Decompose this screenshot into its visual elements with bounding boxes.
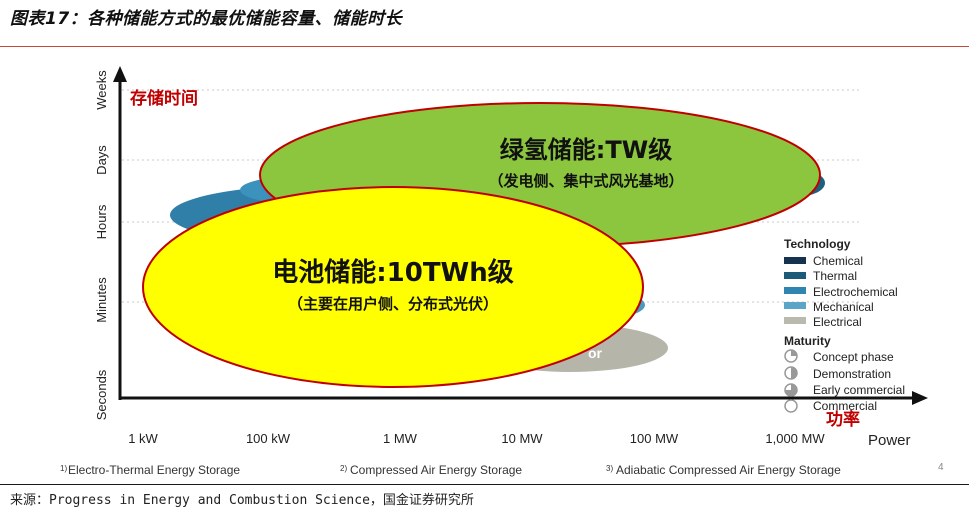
hydrogen-title: 绿氢储能:TW级 [500, 136, 672, 164]
x-tick-labels: 1 kW 100 kW 1 MW 10 MW 100 MW 1,000 MW [128, 431, 825, 446]
demonstration-icon-fill [791, 367, 797, 379]
commercial-icon [784, 399, 798, 413]
footnote-mark: 1) [60, 464, 67, 473]
legend-item-label: Early commercial [813, 383, 905, 397]
legend-item-label: Commercial [813, 399, 877, 413]
x-tick-label: 100 kW [246, 431, 291, 446]
title-divider [0, 46, 969, 47]
x-tick-label: 1,000 MW [765, 431, 825, 446]
legend-item-label: Electrical [813, 315, 862, 329]
y-tick-label: Minutes [94, 277, 109, 323]
footnote-text: Electro-Thermal Energy Storage [68, 463, 240, 477]
legend-item-label: Concept phase [813, 350, 894, 364]
footnotes: 1) Electro-Thermal Energy Storage 2) Com… [60, 462, 944, 477]
chemical-swatch [784, 257, 806, 264]
legend-item-label: Demonstration [813, 367, 891, 381]
battery-subtitle: （主要在用户侧、分布式光伏） [288, 295, 498, 313]
y-axis-title: 存储时间 [130, 88, 198, 109]
legend-item-label: Chemical [813, 254, 863, 268]
legend-maturity-items: Concept phase Demonstration Early commer… [784, 349, 905, 413]
legend-item-label: Mechanical [813, 300, 874, 314]
page-number: 4 [938, 462, 944, 473]
figure-title: 图表17：各种储能方式的最优储能容量、储能时长 [10, 9, 403, 29]
battery-title: 电池储能:10TWh级 [272, 257, 514, 288]
legend-technology-items: Chemical Thermal Electrochemical Mechani… [784, 254, 898, 329]
footnote-mark: 2) [340, 464, 347, 473]
legend: Technology Chemical Thermal Electrochemi… [784, 237, 905, 413]
electrochemical-swatch [784, 287, 806, 294]
concept-phase-icon-fill [791, 350, 797, 356]
legend-maturity-title: Maturity [784, 334, 831, 348]
battery-ellipse-shape [142, 186, 644, 388]
y-tick-label: Weeks [94, 70, 109, 110]
hydrogen-subtitle: （发电侧、集中式风光基地） [488, 172, 683, 190]
legend-item-label: Electrochemical [813, 285, 898, 299]
footnote-text: Adiabatic Compressed Air Energy Storage [616, 463, 841, 477]
footnote-mark: 3) [606, 464, 613, 473]
x-tick-label: 1 kW [128, 431, 158, 446]
y-axis-arrow [113, 66, 127, 82]
source-note: 来源：Progress in Energy and Combustion Sci… [10, 493, 474, 508]
legend-technology-title: Technology [784, 237, 851, 251]
thermal-swatch [784, 272, 806, 279]
x-tick-label: 10 MW [501, 431, 543, 446]
y-tick-label: Days [94, 145, 109, 175]
early-commercial-icon-fill [785, 384, 797, 396]
axes [113, 66, 928, 405]
legend-item-label: Thermal [813, 269, 857, 283]
x-axis-title: 功率 [826, 409, 860, 430]
y-tick-labels: Weeks Days Hours Minutes Seconds [94, 70, 109, 421]
battery-storage-ellipse: 电池储能:10TWh级 （主要在用户侧、分布式光伏） [142, 186, 644, 388]
footnote-text: Compressed Air Energy Storage [350, 463, 522, 477]
mechanical-swatch [784, 302, 806, 309]
source-divider [0, 484, 969, 485]
electrical-swatch [784, 317, 806, 324]
x-tick-label: 1 MW [383, 431, 418, 446]
y-tick-label: Hours [94, 204, 109, 239]
x-axis-power-label: Power [868, 432, 911, 449]
partial-blob-label: or [588, 345, 603, 361]
x-axis-arrow [912, 391, 928, 405]
y-tick-label: Seconds [94, 369, 109, 420]
x-tick-label: 100 MW [630, 431, 679, 446]
